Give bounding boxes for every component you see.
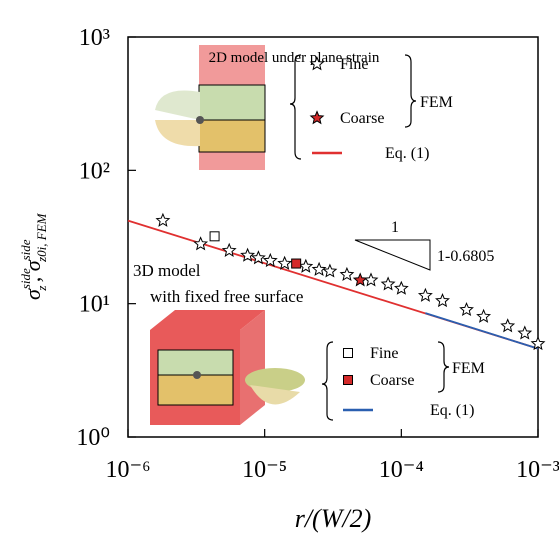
star-marker	[395, 282, 407, 294]
annotation: 3D model	[133, 261, 201, 280]
x-tick-label: 10⁻⁵	[242, 457, 287, 483]
annotation: 1	[391, 219, 399, 236]
star-marker	[519, 327, 531, 339]
legend-label: Coarse	[370, 372, 414, 389]
square-marker	[292, 259, 301, 268]
star-marker	[300, 260, 312, 272]
legend-label: Eq. (1)	[430, 402, 474, 419]
star-marker	[354, 274, 366, 286]
star-marker	[382, 278, 394, 290]
star-marker	[419, 289, 431, 301]
star-marker	[195, 238, 207, 250]
y-tick-label: 10⁰	[76, 425, 110, 451]
y-axis-label: σsidez , σsidez0i, FEM	[18, 212, 49, 300]
legend-label: Fine	[340, 56, 368, 73]
annotation: 1-0.6805	[437, 248, 494, 265]
star-marker	[157, 214, 169, 226]
star-marker	[324, 265, 336, 277]
star-marker	[460, 303, 472, 315]
legend-group-label: FEM	[452, 360, 485, 377]
y-tick-label: 10³	[79, 25, 110, 51]
chart: 10⁻⁶ 10⁻⁵ 10⁻⁴ 10⁻³ 10⁰ 10¹ 10² 10³ r/(W/2) σside…	[0, 0, 559, 538]
annotation: with fixed free surface	[150, 287, 303, 306]
x-tick-label: 10⁻⁶	[105, 457, 150, 483]
legend-label: Eq. (1)	[385, 145, 429, 162]
star-marker	[436, 294, 448, 306]
x-tick-label: 10⁻³	[516, 457, 559, 483]
y-label-sub: z0i, FEM	[34, 212, 49, 263]
slope-triangle	[355, 240, 430, 270]
x-tick-label: 10⁻⁴	[379, 457, 424, 483]
x-axis-label: r/(W/2)	[295, 504, 372, 533]
y-tick-label: 10²	[79, 158, 110, 184]
square-marker	[344, 376, 353, 385]
star-marker	[477, 310, 489, 322]
legend-group-label: FEM	[420, 94, 453, 111]
square-marker	[210, 232, 219, 241]
y-tick-label: 10¹	[79, 292, 110, 318]
star-marker	[365, 274, 377, 286]
star-marker	[279, 257, 291, 269]
star-marker	[311, 112, 323, 124]
y-label-sup: side	[18, 239, 33, 260]
legend-label: Fine	[370, 345, 398, 362]
star-marker	[502, 320, 514, 332]
star-marker	[341, 268, 353, 280]
legend-label: Coarse	[340, 110, 384, 127]
inset-3d	[150, 310, 305, 425]
square-marker	[344, 349, 353, 358]
